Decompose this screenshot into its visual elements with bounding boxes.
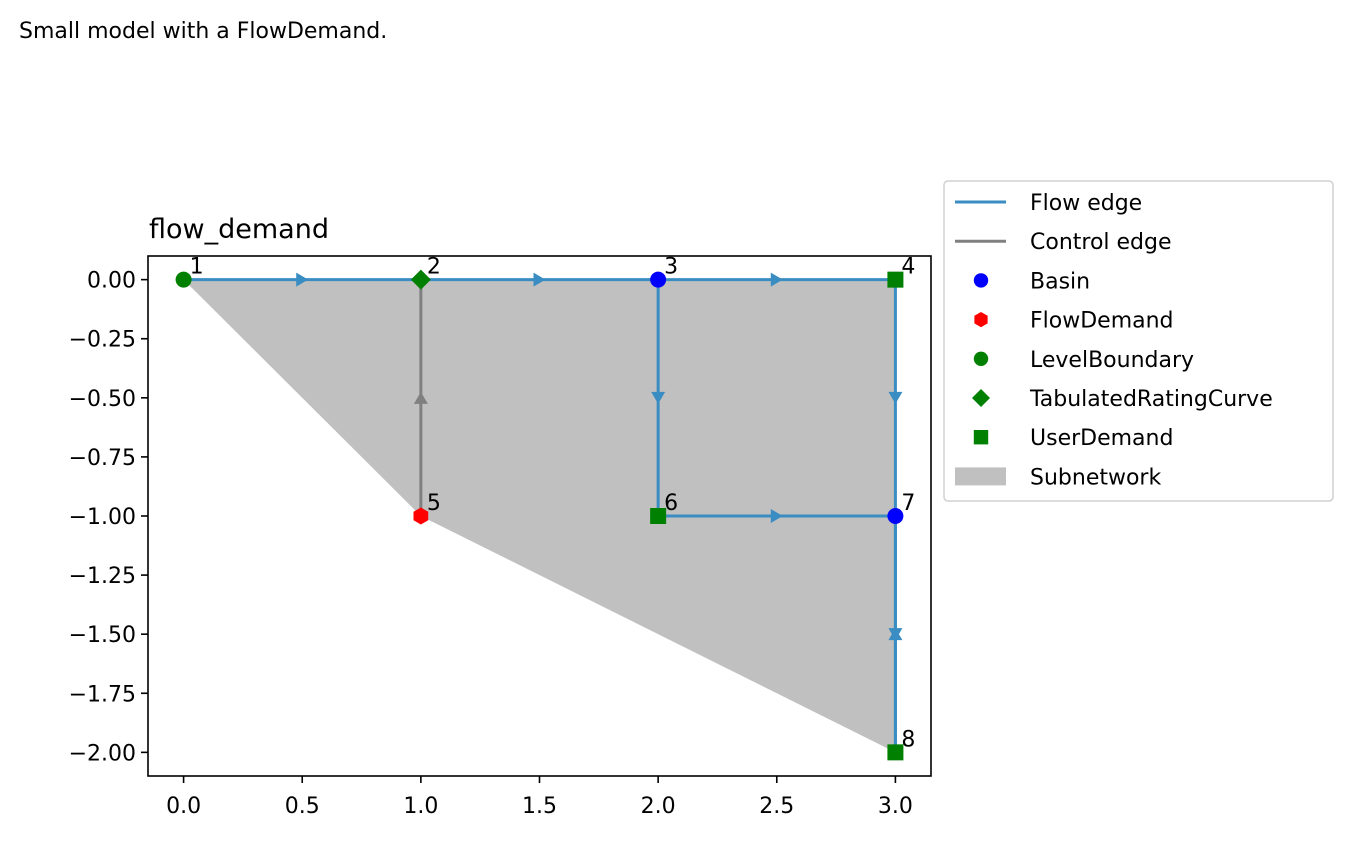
subnetwork-area [183, 279, 896, 753]
plot-area: 1 2 3 4 5 6 7 8 0.0 0.5 1.0 1.5 2.0 2.5 3.0 0.00 −0.25 −0… [69, 255, 932, 819]
control-edge-arrow-5-2 [413, 391, 428, 404]
x-tick-label: 2.0 [641, 794, 676, 819]
node-7-basin [887, 508, 904, 524]
x-tick-label: 2.5 [759, 794, 794, 819]
figure-suptitle: Small model with a FlowDemand. [19, 19, 387, 44]
x-tick-label: 1.0 [403, 794, 438, 819]
node-label-6: 6 [664, 491, 678, 516]
y-tick-label: −1.00 [69, 505, 136, 530]
node-label-8: 8 [901, 727, 915, 752]
node-6-userdemand [650, 508, 667, 524]
x-tick-label: 0.5 [285, 794, 320, 819]
legend-entry-label: Subnetwork [1030, 465, 1161, 490]
node-5-flowdemand [413, 507, 429, 525]
legend-entry-label: Basin [1030, 269, 1090, 294]
axes-title: flow_demand [149, 214, 329, 245]
flow-edge-arrow-1-2 [296, 272, 309, 287]
legend-patch-swatch [955, 467, 1006, 486]
node-label-7: 7 [901, 491, 915, 516]
y-tick-label: 0.00 [87, 269, 136, 294]
flow-edge-arrow-3-6 [651, 391, 666, 404]
y-tick-label: −1.25 [69, 564, 136, 589]
node-label-3: 3 [664, 255, 678, 280]
y-tick-label: −2.00 [69, 741, 136, 766]
node-4-userdemand [887, 271, 904, 288]
x-tick-label: 1.5 [522, 794, 557, 819]
legend-marker-swatch [973, 351, 989, 366]
legend-entry-label: LevelBoundary [1030, 348, 1194, 373]
legend-marker-swatch [973, 273, 989, 288]
legend-entry-label: Control edge [1030, 230, 1172, 255]
legend-marker-swatch [974, 311, 988, 328]
node-label-2: 2 [427, 255, 441, 280]
node-8-userdemand [887, 744, 904, 761]
y-tick-label: −0.25 [69, 328, 136, 353]
x-tick-label: 3.0 [878, 794, 913, 819]
node-3-basin [650, 271, 667, 288]
flow-edge-arrow-8-7 [888, 628, 903, 641]
y-tick-label: −0.75 [69, 446, 136, 471]
x-tick-label: 0.0 [166, 794, 201, 819]
legend-entry-label: Flow edge [1030, 191, 1142, 216]
flow-edge-arrow-6-7 [770, 509, 783, 523]
legend-entry-label: FlowDemand [1030, 309, 1174, 334]
node-label-4: 4 [901, 255, 915, 280]
legend-marker-swatch [972, 389, 990, 407]
node-label-1: 1 [190, 255, 204, 280]
node-label-5: 5 [427, 491, 441, 516]
node-2-tabulatedratingcurve [410, 269, 431, 290]
flow-edge-arrow-3-4 [770, 272, 783, 287]
node-1-levelboundary [175, 271, 192, 288]
flow-edge-arrow-4-7 [888, 391, 903, 404]
legend-marker-swatch [973, 430, 989, 445]
legend-entry-label: TabulatedRatingCurve [1029, 387, 1273, 412]
y-tick-label: −1.50 [69, 623, 136, 648]
legend: Flow edge Control edge Basin FlowDemand Leve… [943, 180, 1334, 502]
flow-edge-arrow-2-3 [533, 272, 546, 287]
legend-entry-label: UserDemand [1030, 426, 1173, 451]
y-tick-label: −0.50 [69, 387, 136, 412]
y-tick-label: −1.75 [69, 682, 136, 707]
legend-frame [943, 180, 1334, 502]
